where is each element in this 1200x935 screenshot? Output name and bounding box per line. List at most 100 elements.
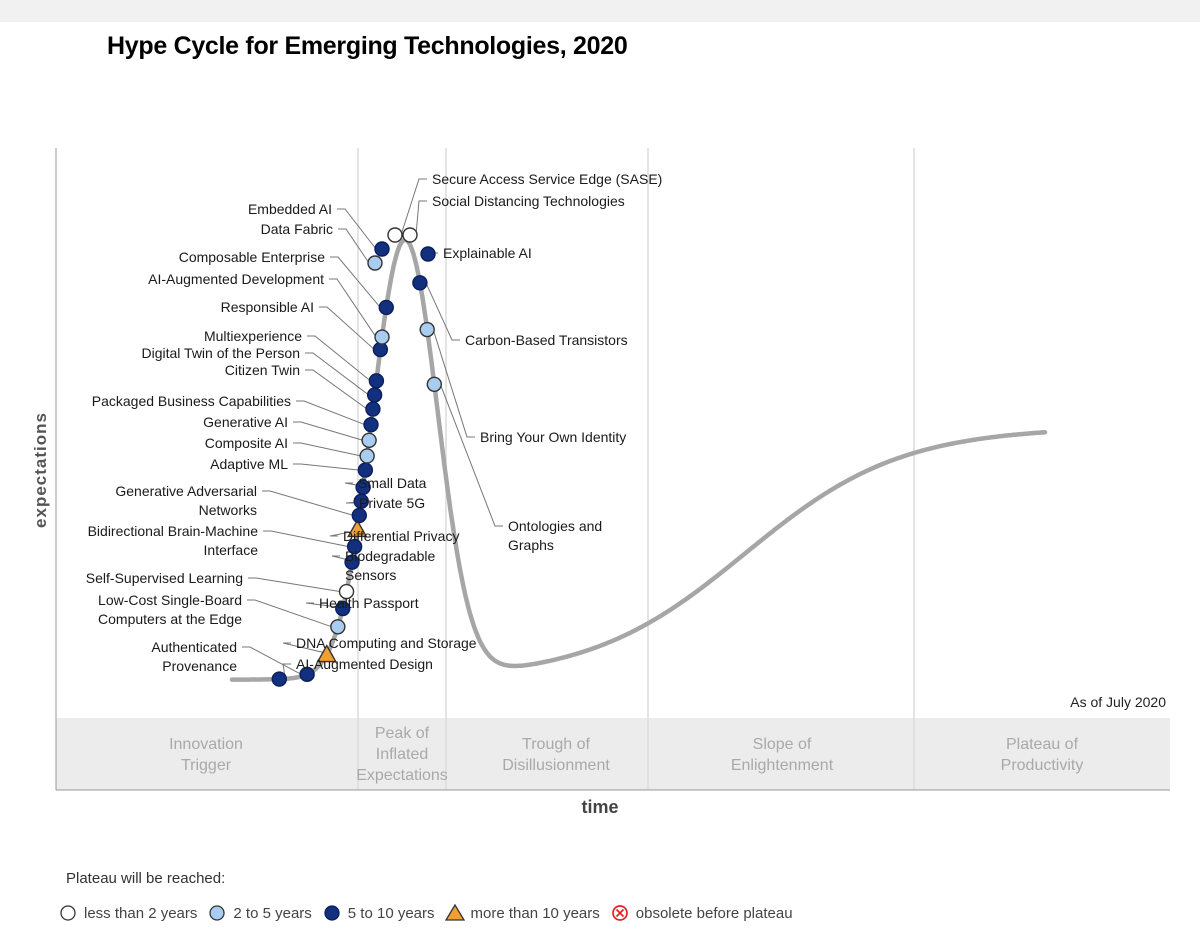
label-line: Explainable AI (443, 245, 532, 261)
leader-authenticated-provenance (242, 646, 302, 675)
leader-secure-access-service-edge-sase (400, 178, 427, 236)
point-responsible-ai (372, 341, 389, 358)
label-composable-enterprise: Composable Enterprise (179, 249, 326, 265)
label-line: Self-Supervised Learning (86, 570, 243, 586)
legend-symbol-5to10-icon (324, 905, 340, 921)
point-biodegradable-sensors (344, 554, 360, 570)
point-dna-computing-and-storage (316, 644, 337, 663)
label-line: Bring Your Own Identity (480, 429, 626, 445)
leader-health-passport (305, 602, 349, 610)
legend-label: less than 2 years (84, 904, 198, 922)
leader-embedded-ai (337, 208, 377, 250)
label-authenticated-provenance: Authenticated Provenance (151, 639, 237, 674)
legend-symbol-gt10-icon (444, 903, 465, 921)
triangle-marker-icon (444, 903, 465, 921)
label-dna-computing-and-storage: DNA Computing and Storage (296, 635, 477, 651)
label-private-5g: Private 5G (359, 495, 425, 511)
circle-marker-icon (60, 905, 76, 921)
label-composite-ai: Composite AI (205, 435, 288, 451)
phase-labels-layer: Innovation Trigger Peak of Inflated Expectat… (169, 725, 1083, 784)
label-line: Low-Cost Single-Board (98, 592, 242, 608)
label-ontologies-and-graphs: Ontologies and Graphs (508, 518, 602, 553)
legend-label: 5 to 10 years (347, 904, 435, 922)
label-generative-ai: Generative AI (203, 414, 288, 430)
label-explainable-ai: Explainable AI (443, 245, 532, 261)
label-line: Interface (204, 542, 259, 558)
label-embedded-ai: Embedded AI (248, 201, 332, 217)
leader-data-fabric (338, 228, 370, 264)
leader-digital-twin-of-the-person (305, 352, 369, 396)
leader-carbon-based-transistors (425, 282, 460, 341)
phase-label-line: Innovation (169, 736, 243, 753)
point-self-supervised-learning (338, 583, 355, 600)
legend-item-2-to-5-years: 2 to 5 years (207, 903, 312, 923)
phase-label-line: Inflated (376, 746, 428, 763)
phase-label-line: Enlightenment (731, 757, 834, 774)
leader-social-distancing-technologies (415, 200, 427, 236)
label-line: Private 5G (359, 495, 425, 511)
label-line: Computers at the Edge (98, 611, 242, 627)
legend-item-obsolete-before-plateau: obsolete before plateau (610, 903, 793, 923)
label-line: Biodegradable (345, 548, 436, 564)
legend-item-less-than-2-years: less than 2 years (58, 903, 197, 923)
label-line: Health Passport (319, 595, 419, 611)
phase-label-line: Disillusionment (502, 757, 610, 774)
label-line: Generative AI (203, 414, 288, 430)
label-low-cost-single-board-computers-at-the-edge: Low-Cost Single-Board Computers at the Ed… (98, 592, 242, 627)
chart-title: Hype Cycle for Emerging Technologies, 20… (107, 32, 628, 60)
label-biodegradable-sensors: Biodegradable Sensors (345, 548, 436, 583)
label-data-fabric: Data Fabric (261, 221, 333, 237)
point-carbon-based-transistors (412, 275, 428, 291)
label-line: Small Data (358, 475, 427, 491)
legend-item-more-than-10-years: more than 10 years (444, 903, 600, 923)
label-bidirectional-brain-machine-interface: Bidirectional Brain-Machine Interface (88, 523, 259, 558)
point-bidirectional-brain-machine-interface (346, 538, 363, 555)
label-line: DNA Computing and Storage (296, 635, 477, 651)
legend-symbol-2to5-icon (209, 905, 226, 921)
legend-symbol-lt2-icon (60, 905, 76, 921)
leader-generative-adversarial-networks (262, 490, 354, 516)
phase-slope-of-enlightenment: Slope of Enlightenment (731, 736, 834, 774)
hype-curve (229, 237, 1048, 682)
point-data-fabric (367, 255, 383, 271)
label-digital-twin-of-the-person: Digital Twin of the Person (142, 345, 301, 361)
leader-lines-layer (242, 178, 503, 680)
legend-symbol-obsolete-icon (611, 905, 628, 921)
point-differential-privacy (347, 519, 368, 538)
label-line: Carbon-Based Transistors (465, 332, 628, 348)
label-line: Bidirectional Brain-Machine (88, 523, 259, 539)
label-line: Secure Access Service Edge (SASE) (432, 171, 662, 187)
point-embedded-ai (374, 241, 390, 257)
label-line: Citizen Twin (225, 362, 300, 378)
point-ontologies-and-graphs (426, 376, 443, 392)
label-carbon-based-transistors: Carbon-Based Transistors (465, 332, 628, 348)
phase-band (56, 718, 1170, 790)
point-explainable-ai (420, 246, 436, 262)
point-citizen-twin (365, 401, 381, 417)
label-self-supervised-learning: Self-Supervised Learning (86, 570, 243, 586)
phase-plateau-of-productivity: Plateau of Productivity (1001, 736, 1084, 774)
y-axis-label: expectations (31, 412, 50, 528)
leader-bring-your-own-identity (432, 329, 475, 438)
point-multiexperience (368, 373, 385, 389)
x-axis-label: time (581, 797, 618, 817)
technology-labels-layer: AI-Augmented Design Authenticated Provenan… (86, 171, 663, 674)
legend-label: obsolete before plateau (635, 904, 793, 922)
label-line: Networks (199, 502, 257, 518)
point-ai-augmented-development (374, 329, 390, 345)
label-line: Adaptive ML (210, 456, 288, 472)
label-social-distancing-technologies: Social Distancing Technologies (432, 193, 625, 209)
top-bar (0, 0, 1200, 22)
phase-trough-of-disillusionment: Trough of Disillusionment (502, 736, 610, 774)
leader-citizen-twin (305, 369, 368, 410)
label-line: AI-Augmented Development (148, 271, 324, 287)
label-line: Sensors (345, 567, 396, 583)
label-generative-adversarial-networks: Generative Adversarial Networks (115, 483, 257, 518)
phase-peak-of-inflated-expectations: Peak of Inflated Expectations (356, 725, 448, 784)
point-composable-enterprise (378, 299, 394, 316)
label-line: Packaged Business Capabilities (92, 393, 291, 409)
label-line: Generative Adversarial (115, 483, 257, 499)
chart-frame (55, 148, 1170, 791)
leader-responsible-ai (319, 306, 375, 350)
